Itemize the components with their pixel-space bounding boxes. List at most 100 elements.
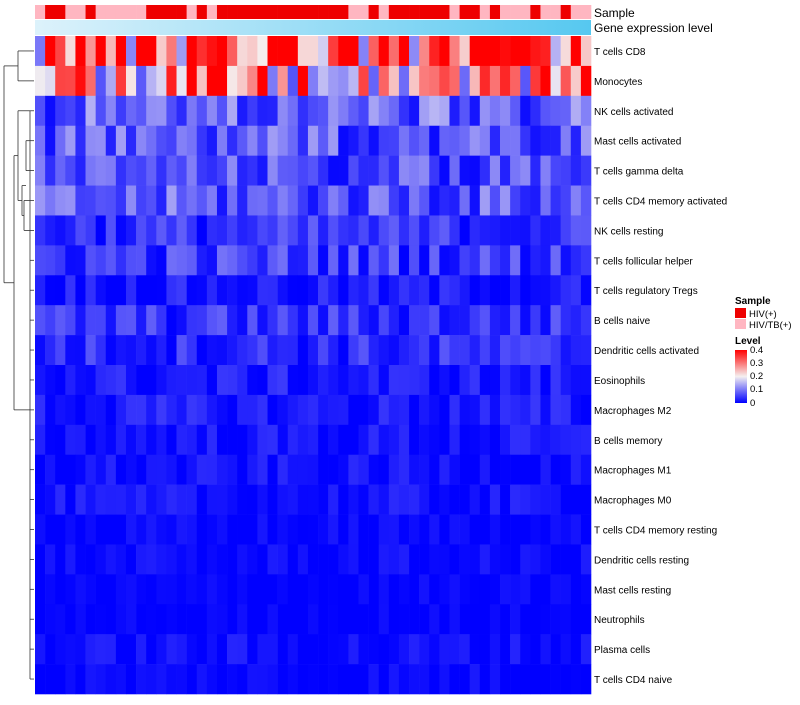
heatmap-cell [429, 245, 440, 276]
heatmap-cell [65, 454, 76, 485]
heatmap-cell [136, 394, 147, 426]
heatmap-cell [257, 215, 268, 246]
heatmap-cell [429, 394, 440, 426]
heatmap-cell [479, 365, 491, 396]
heatmap-cell [55, 544, 66, 575]
heatmap-cell [409, 664, 420, 695]
heatmap-cell [166, 125, 177, 156]
heatmap-cell [227, 484, 238, 515]
heatmap-cell [136, 335, 147, 366]
heatmap-cell [570, 245, 582, 276]
heatmap-cell [65, 574, 76, 605]
heatmap-cell [500, 65, 511, 97]
heatmap-cell [125, 394, 137, 426]
heatmap-cell [146, 185, 157, 216]
sample-annotation-cell [227, 5, 238, 19]
heatmap-cell [540, 544, 551, 575]
heatmap-cell [55, 245, 66, 276]
heatmap-cell [378, 394, 390, 426]
heatmap-cell [500, 305, 511, 336]
heatmap-cell [570, 574, 582, 605]
heatmap-cell [520, 155, 531, 186]
heatmap-cell [459, 215, 470, 246]
heatmap-cell [449, 365, 460, 396]
heatmap-cell [328, 185, 339, 216]
heatmap-cell [115, 664, 127, 695]
row-label: Plasma cells [594, 645, 650, 656]
heatmap-cell [237, 36, 248, 67]
heatmap-cell [75, 634, 86, 665]
heatmap-cell [439, 424, 450, 456]
heatmap-cell [186, 574, 198, 605]
heatmap-cell [560, 634, 572, 665]
heatmap-cell [388, 604, 400, 635]
heatmap-cell [540, 604, 551, 635]
heatmap-cell [489, 335, 501, 366]
heatmap-cell [580, 424, 592, 456]
heatmap-cell [237, 604, 248, 635]
heatmap-cell [125, 574, 137, 605]
heatmap-cell [540, 185, 551, 216]
heatmap-cell [469, 514, 481, 545]
heatmap-cell [570, 484, 582, 515]
heatmap-cell [136, 634, 147, 665]
heatmap-cell [227, 544, 238, 575]
heatmap-cell [216, 544, 228, 575]
heatmap-cell [560, 215, 572, 246]
heatmap-cell [35, 36, 46, 67]
heatmap-cell [348, 394, 359, 426]
heatmap-cell [216, 335, 228, 366]
heatmap-cell [469, 604, 481, 635]
heatmap-cell [449, 544, 460, 575]
heatmap-cell [318, 604, 329, 635]
heatmap-cell [216, 125, 228, 156]
heatmap-cell [328, 95, 339, 127]
heatmap-cell [65, 394, 76, 426]
heatmap-cell [297, 544, 309, 575]
heatmap-cell [358, 664, 369, 695]
heatmap-cell [479, 245, 491, 276]
heatmap-cell [307, 185, 319, 216]
heatmap-cell [206, 215, 218, 246]
heatmap-cell [166, 245, 177, 276]
heatmap-cell [287, 65, 299, 97]
heatmap-cell [338, 215, 349, 246]
sample-annotation-cell [287, 5, 299, 19]
heatmap-cell [287, 604, 299, 635]
heatmap-cell [570, 305, 582, 336]
heatmap-cell [429, 544, 440, 575]
heatmap-cell [368, 424, 380, 456]
heatmap-cell [398, 36, 410, 67]
legend-swatch-hivtb [735, 319, 746, 329]
row-label: Dendritic cells activated [594, 346, 699, 357]
heatmap-cell [277, 125, 289, 156]
sample-annotation-track [35, 5, 592, 19]
heatmap-cell [186, 335, 198, 366]
heatmap-cell [35, 514, 46, 545]
heatmap-cell [307, 365, 319, 396]
sample-annotation-cell [125, 5, 137, 19]
heatmap-cell [318, 215, 329, 246]
heatmap-cell [105, 574, 117, 605]
heatmap-cell [388, 125, 400, 156]
heatmap-cell [277, 36, 289, 67]
heatmap-cell [378, 245, 390, 276]
heatmap-cell [318, 36, 329, 67]
legend-level-tick-0.4: 0.4 [750, 345, 763, 356]
heatmap-cell [105, 125, 117, 156]
heatmap-cell [196, 664, 208, 695]
heatmap-cell [125, 604, 137, 635]
heatmap-cell [328, 365, 339, 396]
heatmap-cell [176, 305, 187, 336]
heatmap-cell [35, 215, 46, 246]
heatmap-cell [35, 454, 46, 485]
heatmap-cell [429, 664, 440, 695]
heatmap-cell [196, 305, 208, 336]
heatmap-cell [429, 454, 440, 485]
heatmap-cell [35, 365, 46, 396]
heatmap-cell [247, 454, 258, 485]
heatmap-cell [85, 394, 96, 426]
heatmap-cell [55, 484, 66, 515]
heatmap-cell [419, 365, 430, 396]
heatmap-cell [297, 36, 309, 67]
